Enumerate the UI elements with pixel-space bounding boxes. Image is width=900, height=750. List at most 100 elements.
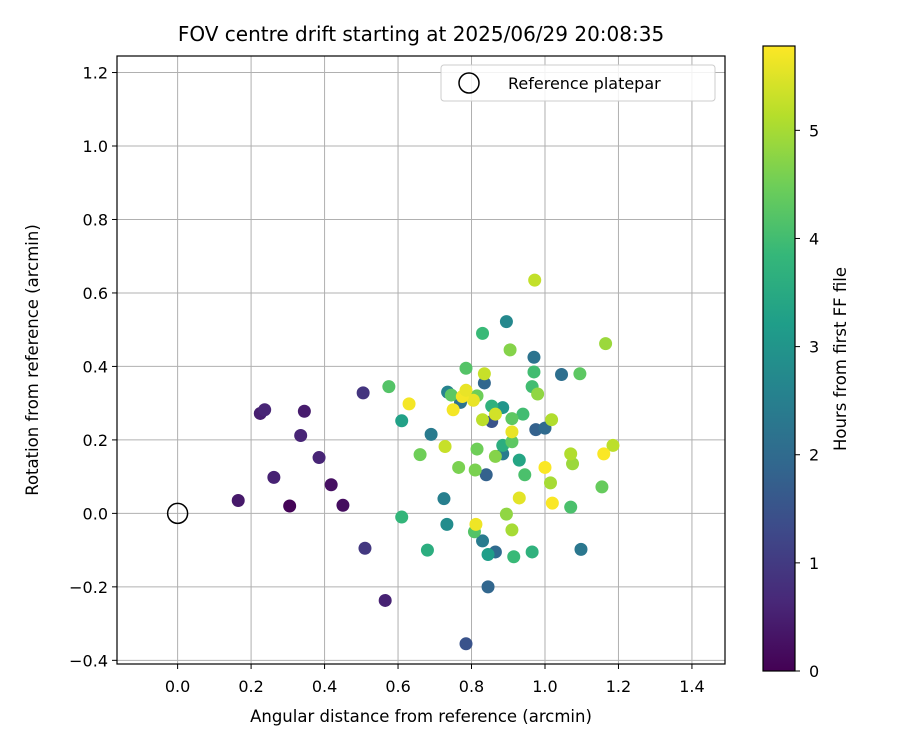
x-tick-label: 0.0 [165, 677, 190, 696]
legend: Reference platepar [440, 64, 716, 102]
data-points [231, 273, 620, 651]
data-point [574, 542, 588, 556]
grid-lines [117, 56, 725, 664]
colorbar-tick-label: 2 [809, 446, 819, 465]
data-point [503, 343, 517, 357]
data-point [459, 361, 473, 375]
data-point [312, 451, 326, 465]
colorbar: 0 1 2 3 4 5 Hours from first FF file [762, 45, 850, 681]
data-point [505, 425, 519, 439]
colorbar-gradient [762, 45, 796, 672]
data-point [231, 494, 245, 508]
x-tick-label: 0.8 [459, 677, 484, 696]
data-point [566, 457, 580, 471]
colorbar-label: Hours from first FF file [831, 267, 850, 451]
colorbar-tick-label: 3 [809, 338, 819, 357]
data-point [531, 387, 545, 401]
y-tick-label: 0.0 [83, 504, 108, 523]
y-tick-label: 0.4 [83, 357, 108, 376]
colorbar-tick-label: 4 [809, 229, 819, 248]
colorbar-tick-label: 1 [809, 554, 819, 573]
data-point [599, 337, 613, 351]
data-point [512, 491, 526, 505]
data-point [336, 498, 350, 512]
data-point [395, 414, 409, 428]
data-point [294, 428, 308, 442]
data-point [499, 315, 513, 329]
x-tick-label: 1.0 [532, 677, 557, 696]
colorbar-tick-label: 0 [809, 662, 819, 681]
y-tick-label: 0.8 [83, 210, 108, 229]
legend-marker [458, 72, 480, 94]
legend-box [440, 64, 716, 102]
data-point [446, 403, 460, 417]
data-point [564, 500, 578, 514]
y-tick-label: 1.0 [83, 137, 108, 156]
data-point [518, 468, 532, 482]
chart-title: FOV centre drift starting at 2025/06/29 … [178, 22, 664, 46]
data-point [507, 550, 521, 564]
data-point [505, 523, 519, 537]
y-axis-label: Rotation from reference (arcmin) [23, 224, 42, 496]
data-point [459, 383, 473, 397]
data-point [597, 447, 611, 461]
y-tick-label: 0.2 [83, 431, 108, 450]
data-point [477, 367, 491, 381]
data-point [545, 496, 559, 510]
data-point [267, 470, 281, 484]
data-point [543, 476, 557, 490]
data-point [420, 543, 434, 557]
data-point [606, 438, 620, 452]
data-point [437, 492, 451, 506]
x-axis-ticks: 0.0 0.2 0.4 0.6 0.8 1.0 1.2 1.4 [165, 664, 705, 696]
data-point [488, 449, 502, 463]
data-point [538, 460, 552, 474]
data-point [476, 413, 490, 427]
data-point [516, 407, 530, 421]
data-point [545, 413, 559, 427]
data-point [413, 448, 427, 462]
data-point [555, 368, 569, 382]
data-point [505, 412, 519, 426]
data-point [488, 407, 502, 421]
data-point [402, 397, 416, 411]
data-point [528, 273, 542, 287]
data-point [466, 393, 480, 407]
data-point [525, 545, 539, 559]
data-point [395, 510, 409, 524]
data-point [297, 404, 311, 418]
data-point [476, 326, 490, 340]
plot-frame [116, 55, 726, 665]
data-point [527, 365, 541, 379]
data-point [481, 580, 495, 594]
x-tick-label: 1.2 [606, 677, 631, 696]
data-point [499, 507, 513, 521]
data-point [378, 593, 392, 607]
data-point [459, 637, 473, 651]
data-point [283, 499, 297, 513]
data-point [258, 403, 272, 417]
legend-entry-reference: Reference platepar [508, 74, 661, 93]
data-point [477, 376, 491, 390]
data-point [512, 453, 526, 467]
data-point [573, 367, 587, 381]
data-point [424, 427, 438, 441]
data-point [505, 435, 519, 449]
y-tick-label: −0.2 [69, 578, 108, 597]
x-tick-label: 0.2 [238, 677, 263, 696]
data-point [382, 380, 396, 394]
data-point [444, 388, 458, 402]
y-tick-label: 1.2 [83, 64, 108, 83]
y-tick-label: 0.6 [83, 284, 108, 303]
data-point [468, 463, 482, 477]
x-tick-label: 0.6 [385, 677, 410, 696]
data-point [527, 350, 541, 364]
data-point [476, 534, 490, 548]
x-tick-label: 0.4 [312, 677, 337, 696]
y-tick-label: −0.4 [69, 651, 108, 670]
data-point [356, 386, 370, 400]
reference-platepar-marker [166, 502, 189, 525]
colorbar-tick-label: 5 [809, 121, 819, 140]
colorbar-ticks: 0 1 2 3 4 5 [795, 121, 819, 681]
